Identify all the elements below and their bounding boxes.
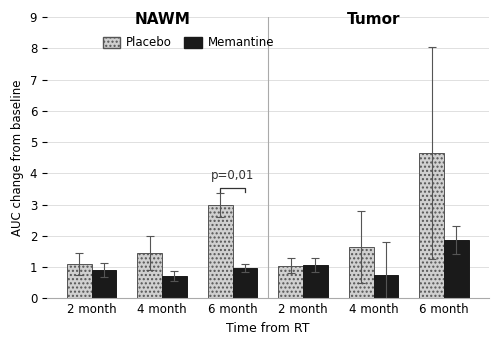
Legend: Placebo, Memantine: Placebo, Memantine: [98, 31, 279, 54]
Bar: [67, 264, 92, 299]
Bar: [444, 240, 469, 299]
Bar: [420, 153, 444, 299]
Bar: [232, 268, 258, 299]
Bar: [162, 276, 187, 299]
Text: NAWM: NAWM: [134, 12, 190, 27]
Bar: [349, 247, 374, 299]
Text: p=0,01: p=0,01: [211, 169, 254, 182]
Y-axis label: AUC change from baseline: AUC change from baseline: [11, 80, 24, 236]
Bar: [374, 275, 398, 299]
Text: Tumor: Tumor: [347, 12, 401, 27]
X-axis label: Time from RT: Time from RT: [226, 322, 310, 335]
Bar: [278, 266, 303, 299]
Bar: [303, 265, 328, 299]
Bar: [138, 253, 162, 299]
Bar: [92, 270, 116, 299]
Bar: [208, 205, 233, 299]
